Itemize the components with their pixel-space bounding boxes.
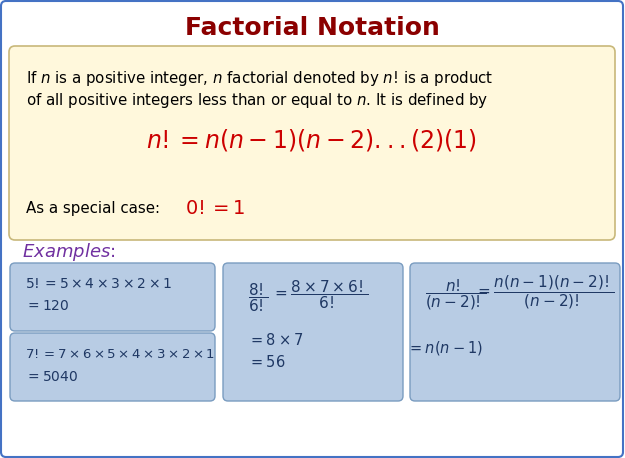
Text: $=8\times7$: $=8\times7$	[248, 332, 303, 348]
Text: of all positive integers less than or equal to $n$. It is defined by: of all positive integers less than or eq…	[26, 91, 489, 109]
Text: $n!=n(n-1)(n-2)...(2)(1)$: $n!=n(n-1)(n-2)...(2)(1)$	[146, 127, 478, 153]
Text: $\dfrac{8!}{6!}$: $\dfrac{8!}{6!}$	[248, 282, 269, 314]
Text: $7!=7\times6\times5\times4\times3\times2\times1$: $7!=7\times6\times5\times4\times3\times2…	[25, 349, 215, 361]
FancyBboxPatch shape	[10, 263, 215, 331]
Text: $=56$: $=56$	[248, 354, 286, 370]
Text: As a special case:: As a special case:	[26, 201, 169, 216]
FancyBboxPatch shape	[10, 333, 215, 401]
Text: $=120$: $=120$	[25, 299, 69, 313]
FancyBboxPatch shape	[223, 263, 403, 401]
FancyBboxPatch shape	[410, 263, 620, 401]
Text: $\mathit{Examples}$:: $\mathit{Examples}$:	[22, 241, 116, 263]
Text: $\dfrac{n!}{(n-2)!}$: $\dfrac{n!}{(n-2)!}$	[425, 278, 486, 312]
FancyBboxPatch shape	[9, 46, 615, 240]
Text: $0!=1$: $0!=1$	[185, 198, 246, 218]
Text: $=5040$: $=5040$	[25, 370, 78, 384]
Text: $=\dfrac{n(n-1)(n-2)!}{(n-2)!}$: $=\dfrac{n(n-1)(n-2)!}{(n-2)!}$	[475, 273, 614, 311]
Text: $5!=5\times4\times3\times2\times1$: $5!=5\times4\times3\times2\times1$	[25, 277, 172, 291]
Text: Factorial Notation: Factorial Notation	[184, 16, 439, 40]
Text: $=n(n-1)$: $=n(n-1)$	[407, 339, 483, 357]
Text: $=\dfrac{8\times7\times6!}{6!}$: $=\dfrac{8\times7\times6!}{6!}$	[272, 278, 368, 311]
Text: If $n$ is a positive integer, $n$ factorial denoted by $n$! is a product: If $n$ is a positive integer, $n$ factor…	[26, 69, 494, 87]
